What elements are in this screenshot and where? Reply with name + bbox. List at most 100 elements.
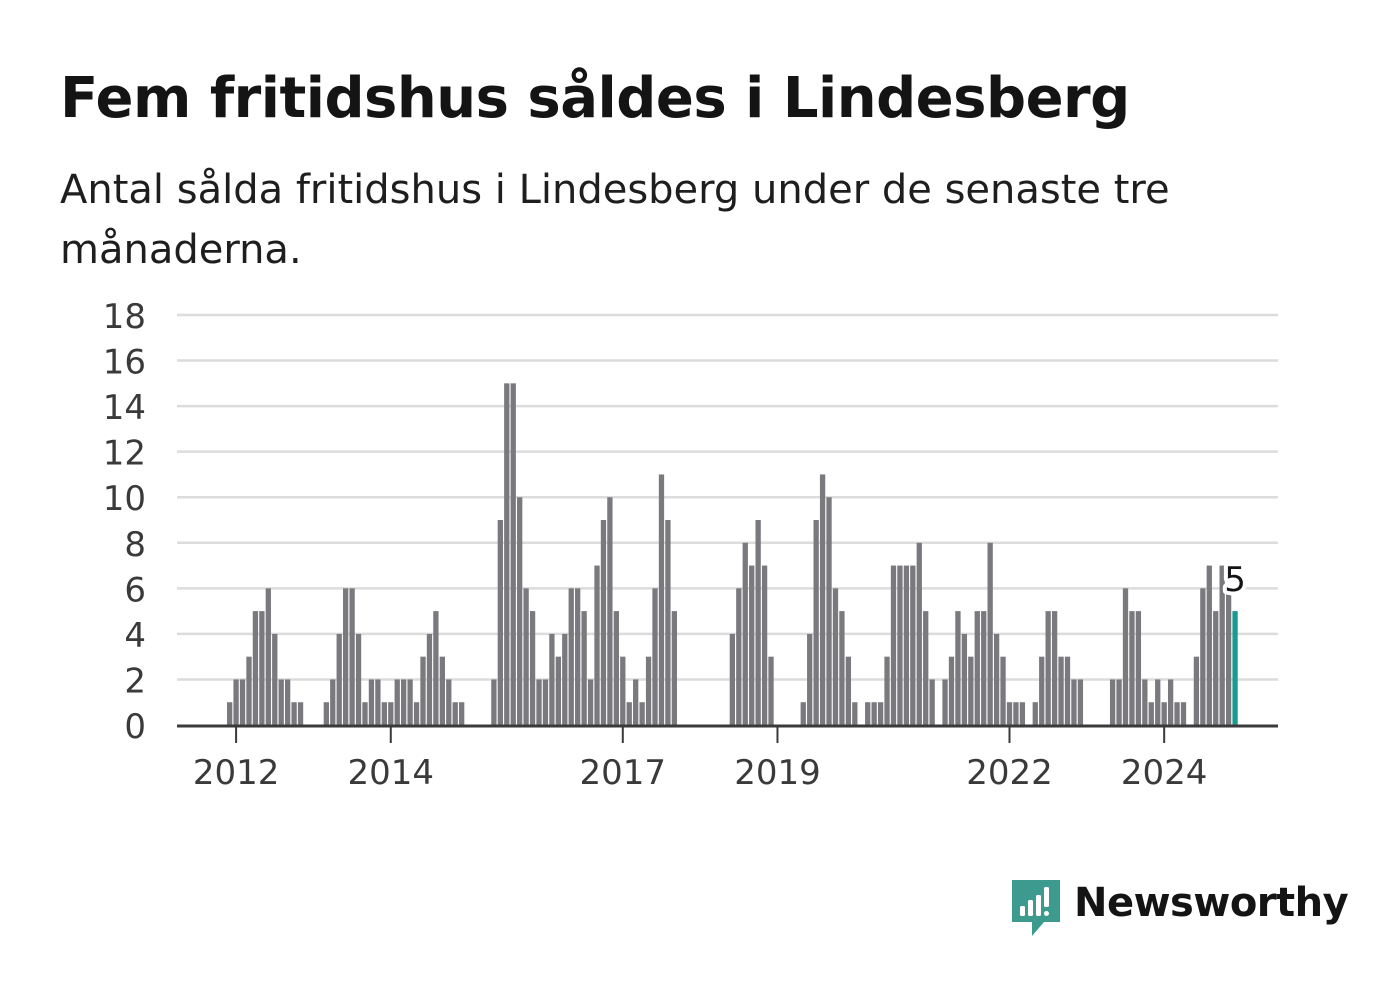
bar: [955, 611, 961, 725]
bar: [1013, 702, 1019, 725]
bar: [330, 679, 336, 725]
bar: [497, 520, 503, 725]
bar: [1116, 679, 1122, 725]
bar: [587, 679, 594, 725]
bar: [826, 497, 832, 725]
bar: [1213, 611, 1219, 725]
bar: [1077, 679, 1084, 725]
bar: [736, 588, 742, 725]
bar: [375, 679, 381, 725]
x-tick-label: 2017: [580, 753, 667, 793]
bar: [272, 633, 278, 725]
bar: [227, 702, 233, 725]
bar: [252, 611, 259, 725]
y-tick-label: 6: [124, 570, 146, 610]
bar: [259, 611, 265, 725]
bar: [594, 565, 600, 725]
bar: [446, 679, 452, 725]
bar: [981, 611, 987, 725]
bar: [819, 474, 826, 725]
bar: [993, 633, 1000, 725]
x-tick-label: 2022: [966, 753, 1053, 793]
bar: [761, 565, 768, 725]
bar: [368, 679, 375, 725]
bar: [884, 656, 890, 725]
bar-chart: 0 2 4 6 8 10 12 14 16 18 2012 2014 2017 2019 2022 2024…: [103, 297, 1278, 793]
bar: [239, 679, 246, 725]
bar: [852, 702, 858, 725]
bar: [658, 474, 665, 725]
bar: [845, 656, 852, 725]
bar: [555, 656, 561, 725]
bar: [1206, 565, 1212, 725]
bar: [652, 588, 658, 725]
bar: [285, 679, 291, 725]
bar: [671, 611, 678, 725]
bar: [452, 702, 458, 725]
bar: [742, 542, 748, 725]
bar: [607, 497, 613, 725]
bar: [645, 656, 652, 725]
bar: [407, 679, 413, 725]
bar: [755, 520, 761, 725]
bar: [491, 679, 497, 725]
bar: [948, 656, 955, 725]
brand-name: Newsworthy: [1074, 880, 1349, 926]
bar: [1058, 656, 1064, 725]
y-tick-label: 16: [103, 343, 146, 383]
bar: [536, 679, 542, 725]
newsworthy-logo: Newsworthy: [1010, 878, 1349, 940]
bar: [575, 588, 581, 725]
bar: [1193, 656, 1200, 725]
bar: [362, 702, 368, 725]
bar: [529, 611, 536, 725]
y-tick-label: 10: [103, 479, 146, 519]
bar: [426, 633, 433, 725]
bar: [233, 679, 239, 725]
bar: [1225, 588, 1232, 725]
bar: [910, 565, 916, 725]
bar: [1045, 611, 1051, 725]
bar: [813, 520, 819, 725]
chart-subtitle: Antal sålda fritidshus i Lindesberg unde…: [60, 167, 1170, 273]
bar: [420, 656, 426, 725]
bar: [923, 611, 929, 725]
y-tick-label: 4: [124, 616, 146, 656]
y-tick-label: 12: [103, 434, 146, 474]
x-axis-ticks: 2012 2014 2017 2019 2022 2024: [193, 727, 1207, 793]
y-tick-label: 18: [103, 297, 146, 337]
bar: [1180, 702, 1187, 725]
bar: [246, 656, 252, 725]
bar: [291, 702, 297, 725]
bar: [1039, 656, 1045, 725]
bar: [1071, 679, 1077, 725]
bar: [807, 633, 813, 725]
bar: [665, 520, 671, 725]
newsworthy-logo-icon: [1012, 880, 1060, 936]
y-tick-label: 14: [103, 388, 146, 428]
bar: [903, 565, 910, 725]
bar: [413, 702, 420, 725]
bar: [768, 656, 774, 725]
bar: [562, 633, 568, 725]
bar: [1142, 679, 1148, 725]
bar: [1032, 702, 1038, 725]
bar: [1019, 702, 1026, 725]
bar: [278, 679, 284, 725]
bar: [510, 383, 516, 725]
bar: [639, 702, 645, 725]
bar: [1148, 702, 1154, 725]
chart-title: Fem fritidshus såldes i Lindesberg: [60, 66, 1130, 131]
bar: [388, 702, 394, 725]
bar: [890, 565, 897, 725]
y-tick-label: 8: [124, 525, 146, 565]
bar: [459, 702, 465, 725]
bar: [1109, 679, 1116, 725]
x-tick-label: 2012: [193, 753, 280, 793]
bar: [929, 679, 935, 725]
bar: [1006, 702, 1013, 725]
bar: [800, 702, 806, 725]
bar: [865, 702, 871, 725]
x-tick-label: 2014: [348, 753, 435, 793]
bar: [504, 383, 510, 725]
